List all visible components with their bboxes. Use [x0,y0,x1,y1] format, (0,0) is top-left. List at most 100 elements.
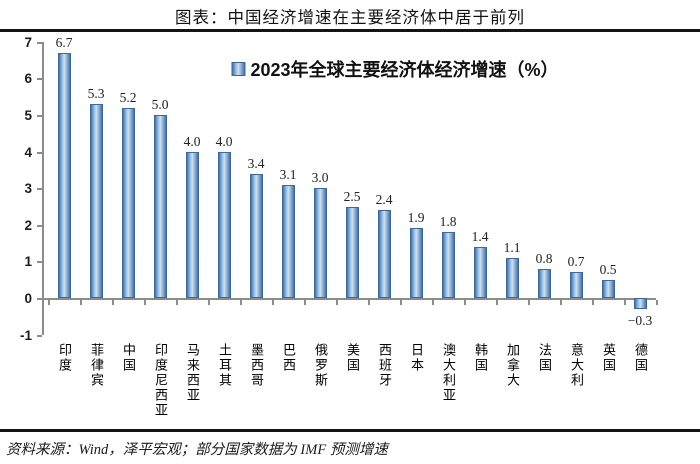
bar [601,279,615,298]
category-label: 澳大利亚 [441,343,456,403]
bar-value-label: 2.4 [375,192,393,208]
x-tick [560,300,562,305]
x-tick [208,300,210,305]
category-label: 菲律宾 [89,343,104,388]
x-tick [368,300,370,305]
category-label: 墨西哥 [249,343,264,388]
y-tick-label: 3 [24,181,32,197]
y-tick [37,188,42,191]
bar-value-label: 0.7 [567,254,585,270]
x-tick [112,300,114,305]
bar-value-label: 1.4 [471,228,489,244]
bar [505,257,519,298]
x-tick [656,300,658,305]
category-label: 土耳其 [217,343,232,388]
bar-value-label: 3.0 [311,170,329,186]
category-label: 加拿大 [505,343,520,388]
y-tick [37,151,42,154]
category-label: 意大利 [569,343,584,388]
x-tick [400,300,402,305]
source-note: 资料来源：Wind，泽平宏观；部分国家数据为 IMF 预测增速 [6,442,388,458]
category-label: 日本 [409,343,424,373]
category-label: 西班牙 [377,343,392,388]
bar [89,104,103,298]
y-tick-label: 5 [24,108,32,123]
x-tick [432,300,434,305]
bar-value-label: 5.2 [119,89,137,105]
category-label: 德国 [633,343,648,373]
bottom-divider [0,429,700,432]
x-tick [496,300,498,305]
bar [121,107,135,298]
x-tick [304,300,306,305]
x-tick [240,300,242,305]
bar-value-label: 5.3 [87,86,105,102]
bar-value-label: 0.5 [599,261,617,277]
category-label: 韩国 [473,343,488,373]
category-label: 英国 [601,343,616,373]
bar [185,151,199,298]
bar [441,232,455,298]
category-label: 中国 [121,343,136,373]
y-tick-label: 4 [24,144,32,160]
x-tick [464,300,466,305]
category-label: 印度尼西亚 [153,343,168,418]
bar [345,206,359,298]
x-tick [80,300,82,305]
bar [537,268,551,298]
y-tick-label: 1 [24,254,32,270]
bar [409,228,423,298]
y-tick [37,334,42,337]
y-tick-label: 7 [24,34,32,50]
bar [313,188,327,298]
x-tick [176,300,178,305]
y-tick-label: 2 [24,217,32,233]
y-tick [37,261,42,264]
bar-value-label: 4.0 [183,133,201,149]
bar-value-label: 1.8 [439,214,457,230]
bar [249,173,263,298]
y-tick [37,298,42,300]
x-tick [48,300,50,305]
bar-value-label: 1.1 [503,239,521,255]
x-tick [528,300,530,305]
y-tick-label: -1 [19,327,32,343]
x-tick [144,300,146,305]
x-tick [592,300,594,305]
bar [569,272,583,298]
bar-value-label: 4.0 [215,133,233,149]
y-tick [37,41,42,44]
y-tick [37,115,42,117]
chart-title: 图表：中国经济增速在主要经济体中居于前列 [175,9,525,27]
bar-value-label: 2.5 [343,188,361,204]
category-label: 美国 [345,343,360,373]
legend-label: 2023年全球主要经济体经济增速（%） [250,60,559,80]
bar-value-label: 3.4 [247,155,265,171]
x-tick [624,300,626,305]
bar-value-label: 1.9 [407,210,425,226]
category-label: 俄罗斯 [313,343,328,388]
bar-value-label: −0.3 [627,312,653,328]
bar [281,184,295,298]
y-axis-line [42,41,44,335]
category-label: 巴西 [281,343,296,373]
x-axis-line [42,298,656,300]
bar-value-label: 3.1 [279,166,297,182]
bar [473,246,487,298]
legend-swatch-icon [231,62,246,76]
y-tick [37,78,42,81]
bar [153,115,167,298]
bar [57,52,71,298]
bar-value-label: 0.8 [535,250,553,266]
y-tick [37,224,42,227]
y-tick-label: 6 [24,71,32,87]
bar [377,210,391,298]
bar-value-label: 5.0 [151,97,169,112]
x-tick [272,300,274,305]
bar [217,151,231,298]
bar [633,298,647,309]
category-label: 法国 [537,343,552,373]
category-label: 印度 [57,343,72,373]
top-divider [0,29,700,32]
